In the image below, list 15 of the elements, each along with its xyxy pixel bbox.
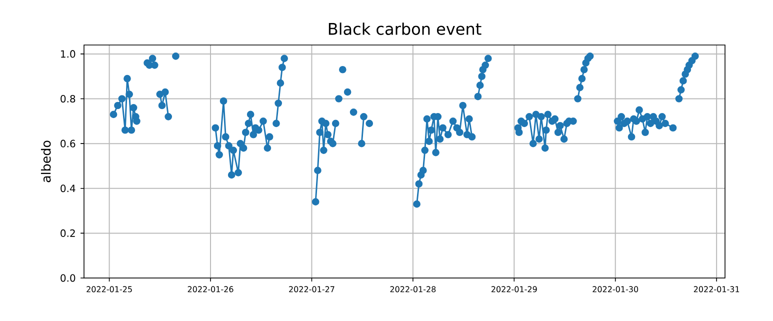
y-tick-label: 0.2 <box>60 229 75 237</box>
x-tick-label: 2022-01-30 <box>592 286 638 292</box>
y-tick-label: 0.6 <box>60 140 76 148</box>
y-axis-title: albedo <box>40 140 51 182</box>
y-tick-label: 0.8 <box>60 94 76 103</box>
x-tick-label: 2022-01-29 <box>491 286 537 292</box>
y-tick-label: 0.4 <box>60 184 76 192</box>
x-tick-label: 2022-01-25 <box>86 286 132 292</box>
x-tick-label: 2022-01-28 <box>390 286 436 292</box>
chart-title: Black carbon event <box>328 22 482 35</box>
y-tick-label: 0.0 <box>60 274 76 282</box>
x-tick-label: 2022-01-31 <box>694 286 740 292</box>
y-tick-label: 1.0 <box>61 50 76 58</box>
x-tick-label: 2022-01-26 <box>188 286 234 292</box>
x-tick-label: 2022-01-27 <box>289 286 334 292</box>
